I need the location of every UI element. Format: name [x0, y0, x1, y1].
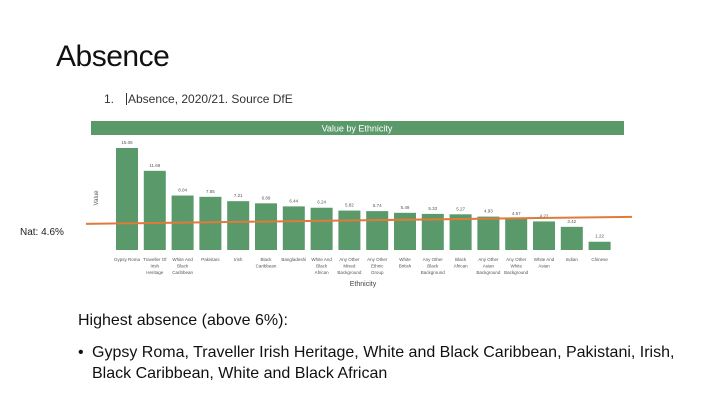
bar-value-label: 5.74 [373, 203, 382, 208]
category-label: White British [399, 257, 412, 269]
summary-heading: Highest absence (above 6%): [78, 312, 288, 329]
bar-value-label: 4.57 [512, 211, 521, 216]
category-label: Chinese [591, 257, 608, 262]
category-label: White And Black African [311, 257, 332, 275]
bar [310, 207, 333, 250]
category-label: Gypsy Roma [114, 257, 141, 262]
bar-value-label: 11.69 [149, 163, 160, 168]
national-average-label: Nat: 4.6% [20, 227, 64, 238]
slide-title: Absence [56, 40, 170, 73]
bar-value-label: 5.33 [428, 206, 437, 211]
chart-caption: 1. Absence, 2020/21. Source DfE [104, 92, 293, 106]
category-label: Any Other White Background [504, 257, 529, 275]
chart-title: Value by Ethnicity [322, 124, 393, 134]
bar-value-label: 5.82 [345, 203, 354, 208]
category-label: Pakistani [201, 257, 219, 262]
bar [421, 213, 444, 250]
summary-list: • Gypsy Roma, Traveller Irish Heritage, … [78, 342, 678, 384]
y-axis-label: Value [94, 190, 100, 206]
bar-value-label: 3.42 [567, 219, 576, 224]
bar-value-label: 1.22 [595, 234, 604, 239]
category-label: Traveller Of Irish Heritage [143, 257, 167, 275]
category-label: Black Caribbean [256, 257, 277, 269]
bar-value-label: 6.89 [262, 195, 271, 200]
bar [282, 206, 305, 250]
bar [199, 196, 222, 250]
bar [116, 148, 138, 250]
bar [338, 210, 361, 250]
category-label: White And Asian [534, 257, 555, 269]
category-label: White And Black Caribbean [172, 257, 193, 275]
bar [227, 201, 250, 250]
bar [366, 211, 389, 250]
bar-value-label: 4.93 [484, 209, 493, 214]
bar-value-label: 7.21 [234, 193, 243, 198]
category-label: Irish [234, 257, 243, 262]
summary-bullet-text: Gypsy Roma, Traveller Irish Heritage, Wh… [92, 344, 675, 382]
bar-value-label: 8.04 [178, 188, 187, 193]
category-label: Any Other Mixed Background [337, 257, 362, 275]
category-label: Indian [566, 257, 579, 262]
bar [394, 212, 416, 250]
bullet-icon: • [78, 344, 84, 361]
bar [477, 216, 500, 250]
bar-value-label: 6.44 [289, 198, 298, 203]
bar-value-label: 5.49 [401, 205, 410, 210]
category-label: Any Other Asian Background [476, 257, 501, 275]
chart-header-band [91, 121, 624, 135]
text-cursor [126, 93, 127, 105]
bar [449, 214, 472, 250]
category-label: Black African [454, 257, 469, 269]
category-label: Bangladeshi [281, 257, 306, 262]
bar [143, 170, 166, 250]
caption-number: 1. [104, 92, 115, 106]
bar-value-label: 6.24 [317, 200, 326, 205]
bar [505, 219, 528, 250]
bar [255, 203, 277, 250]
bar-value-label: 7.85 [206, 189, 215, 194]
bar [533, 221, 555, 250]
category-label: Any Other Ethnic Group [367, 257, 388, 275]
bar-value-label: 15.06 [121, 140, 133, 145]
bar [560, 226, 583, 250]
category-label: Any Other Black Background [421, 257, 446, 275]
bar-value-label: 5.27 [456, 206, 465, 211]
national-average-line [85, 215, 633, 225]
bar [588, 241, 611, 250]
absence-bar-chart: Value by Ethnicity Value 15.06 Gypsy Roma 11… [85, 121, 633, 288]
bar-value-label: 4.22 [540, 213, 549, 218]
caption-text: Absence, 2020/21. Source DfE [128, 92, 293, 106]
x-axis-label: Ethnicity [350, 281, 377, 288]
